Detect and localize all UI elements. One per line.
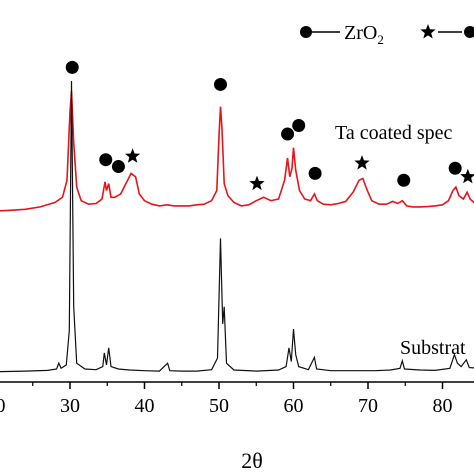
x-tick-label-70: 70	[358, 395, 378, 417]
zro2-peak-marker-7	[292, 119, 306, 132]
legend-truncated-marker	[464, 26, 474, 38]
zro2-peak-marker-11	[448, 161, 462, 175]
legend-label-zro2: ZrO2	[344, 22, 384, 47]
series-label-substrate: Substrat	[400, 337, 466, 359]
series-line-substrate	[0, 80, 474, 373]
legend: ZrO2	[300, 22, 474, 47]
star-peak-marker-5	[249, 175, 265, 191]
zro2-peak-marker-1	[99, 153, 113, 167]
x-tick-label-50: 50	[209, 395, 229, 417]
zro2-peak-marker-6	[281, 127, 295, 141]
zro2-peak-marker-4	[213, 77, 227, 91]
star-peak-marker-3	[125, 148, 141, 163]
legend-circle-marker	[300, 26, 312, 38]
star-peak-marker-12	[460, 168, 474, 184]
zro2-peak-marker-2	[111, 160, 125, 174]
legend-star-marker	[420, 24, 436, 39]
series-label-ta-coated: Ta coated spec	[335, 122, 453, 144]
x-axis-title: 2θ	[241, 448, 263, 473]
x-tick-label-60: 60	[284, 395, 304, 417]
x-tick-label-20: 20	[0, 395, 6, 417]
zro2-peak-marker-10	[397, 173, 411, 187]
star-peak-marker-9	[354, 155, 370, 170]
x-tick-label-30: 30	[60, 395, 80, 417]
series-layer	[0, 80, 474, 373]
series-line-ta-coated	[0, 91, 474, 212]
x-axis: 20 30 40 50 60 70 80	[0, 381, 474, 417]
x-tick-label-40: 40	[135, 395, 155, 417]
zro2-peak-marker-8	[308, 166, 322, 180]
zro2-peak-marker-0	[65, 60, 79, 74]
peak-marker-layer	[65, 60, 474, 191]
x-tick-label-80: 80	[433, 395, 453, 417]
